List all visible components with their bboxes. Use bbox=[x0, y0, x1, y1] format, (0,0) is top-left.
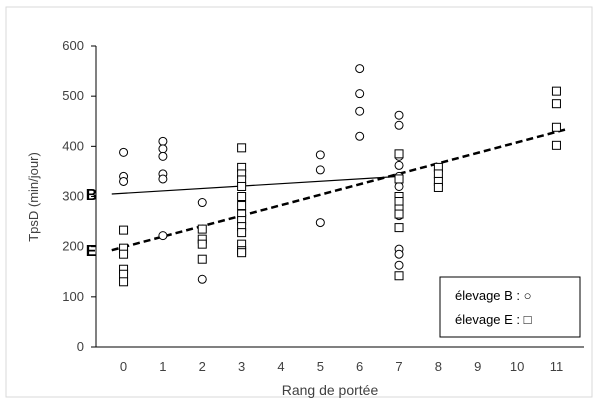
x-tick-label: 6 bbox=[356, 359, 363, 374]
y-axis-label: TpsD (min/jour) bbox=[26, 152, 41, 242]
circle-point bbox=[197, 274, 207, 284]
square-point bbox=[119, 269, 129, 279]
square-point bbox=[551, 86, 561, 96]
square-point bbox=[197, 224, 207, 234]
square-point bbox=[237, 192, 247, 201]
circle-point bbox=[315, 150, 325, 160]
legend-entry: élevage E : □ bbox=[455, 312, 532, 327]
square-point bbox=[237, 143, 247, 153]
square-point bbox=[119, 249, 129, 259]
circle-point bbox=[315, 218, 325, 228]
axes: 0 100 200 300 400 500 600 0 1 2 3 4 5 6 7 8 9 10 11 bbox=[62, 38, 584, 374]
x-axis-label: Rang de portée bbox=[282, 382, 379, 398]
square-point bbox=[119, 225, 129, 235]
trendline-b bbox=[111, 175, 400, 195]
x-tick-label: 4 bbox=[277, 359, 284, 374]
circle-point bbox=[394, 181, 404, 191]
square-point bbox=[237, 181, 247, 191]
y-tick-label: 200 bbox=[62, 239, 84, 254]
square-point bbox=[394, 197, 404, 207]
square-point bbox=[433, 182, 443, 192]
square-point bbox=[197, 239, 207, 249]
y-tick-label: 300 bbox=[62, 189, 84, 204]
circle-point bbox=[355, 106, 365, 116]
circle-point bbox=[315, 165, 325, 175]
x-tick-label: 1 bbox=[159, 359, 166, 374]
circle-point bbox=[394, 260, 404, 270]
x-tick-label: 3 bbox=[238, 359, 245, 374]
circle-point bbox=[158, 151, 168, 161]
circle-point bbox=[355, 89, 365, 99]
trendline-label-e: E bbox=[86, 243, 97, 260]
square-point bbox=[394, 174, 404, 184]
circle-point bbox=[119, 176, 129, 186]
square-point bbox=[237, 228, 247, 238]
x-tick-label: 8 bbox=[435, 359, 442, 374]
circle-point bbox=[394, 249, 404, 259]
legend-box bbox=[439, 276, 581, 338]
circle-point bbox=[158, 136, 168, 146]
square-point bbox=[119, 277, 129, 287]
x-tick-label: 10 bbox=[510, 359, 524, 374]
square-point bbox=[551, 140, 561, 150]
circle-point bbox=[394, 110, 404, 120]
circle-point bbox=[355, 131, 365, 141]
square-point bbox=[551, 122, 561, 132]
trendlines bbox=[111, 127, 569, 252]
square-point bbox=[197, 254, 207, 264]
y-tick-label: 500 bbox=[62, 88, 84, 103]
x-tick-label: 9 bbox=[474, 359, 481, 374]
square-point bbox=[394, 271, 404, 281]
circle-point bbox=[197, 198, 207, 208]
square-point bbox=[237, 201, 247, 211]
legend-entry: élevage B : ○ bbox=[455, 288, 532, 303]
y-tick-label: 0 bbox=[77, 339, 84, 354]
square-point bbox=[394, 149, 404, 159]
circle-point bbox=[355, 64, 365, 74]
circle-point bbox=[158, 144, 168, 154]
legend: élevage B : ○ élevage E : □ bbox=[439, 276, 581, 338]
square-point bbox=[394, 223, 404, 233]
circle-point bbox=[394, 120, 404, 130]
data-points bbox=[119, 64, 561, 287]
circle-point bbox=[119, 147, 129, 157]
trendline-e bbox=[111, 127, 569, 252]
circle-point bbox=[158, 174, 168, 184]
chart-border bbox=[5, 6, 593, 398]
circle-point bbox=[394, 160, 404, 170]
x-tick-label: 5 bbox=[317, 359, 324, 374]
x-tick-label: 0 bbox=[120, 359, 127, 374]
square-point bbox=[237, 248, 247, 258]
square-point bbox=[433, 169, 443, 179]
trendline-labels: BE bbox=[86, 187, 98, 260]
y-tick-label: 100 bbox=[62, 289, 84, 304]
square-point bbox=[394, 209, 404, 219]
y-tick-label: 600 bbox=[62, 38, 84, 53]
y-tick-label: 400 bbox=[62, 138, 84, 153]
trendline-label-b: B bbox=[86, 187, 98, 204]
square-point bbox=[551, 99, 561, 109]
x-tick-label: 2 bbox=[199, 359, 206, 374]
x-tick-label: 11 bbox=[550, 359, 564, 374]
circle-point bbox=[158, 231, 168, 241]
x-tick-label: 7 bbox=[395, 359, 402, 374]
